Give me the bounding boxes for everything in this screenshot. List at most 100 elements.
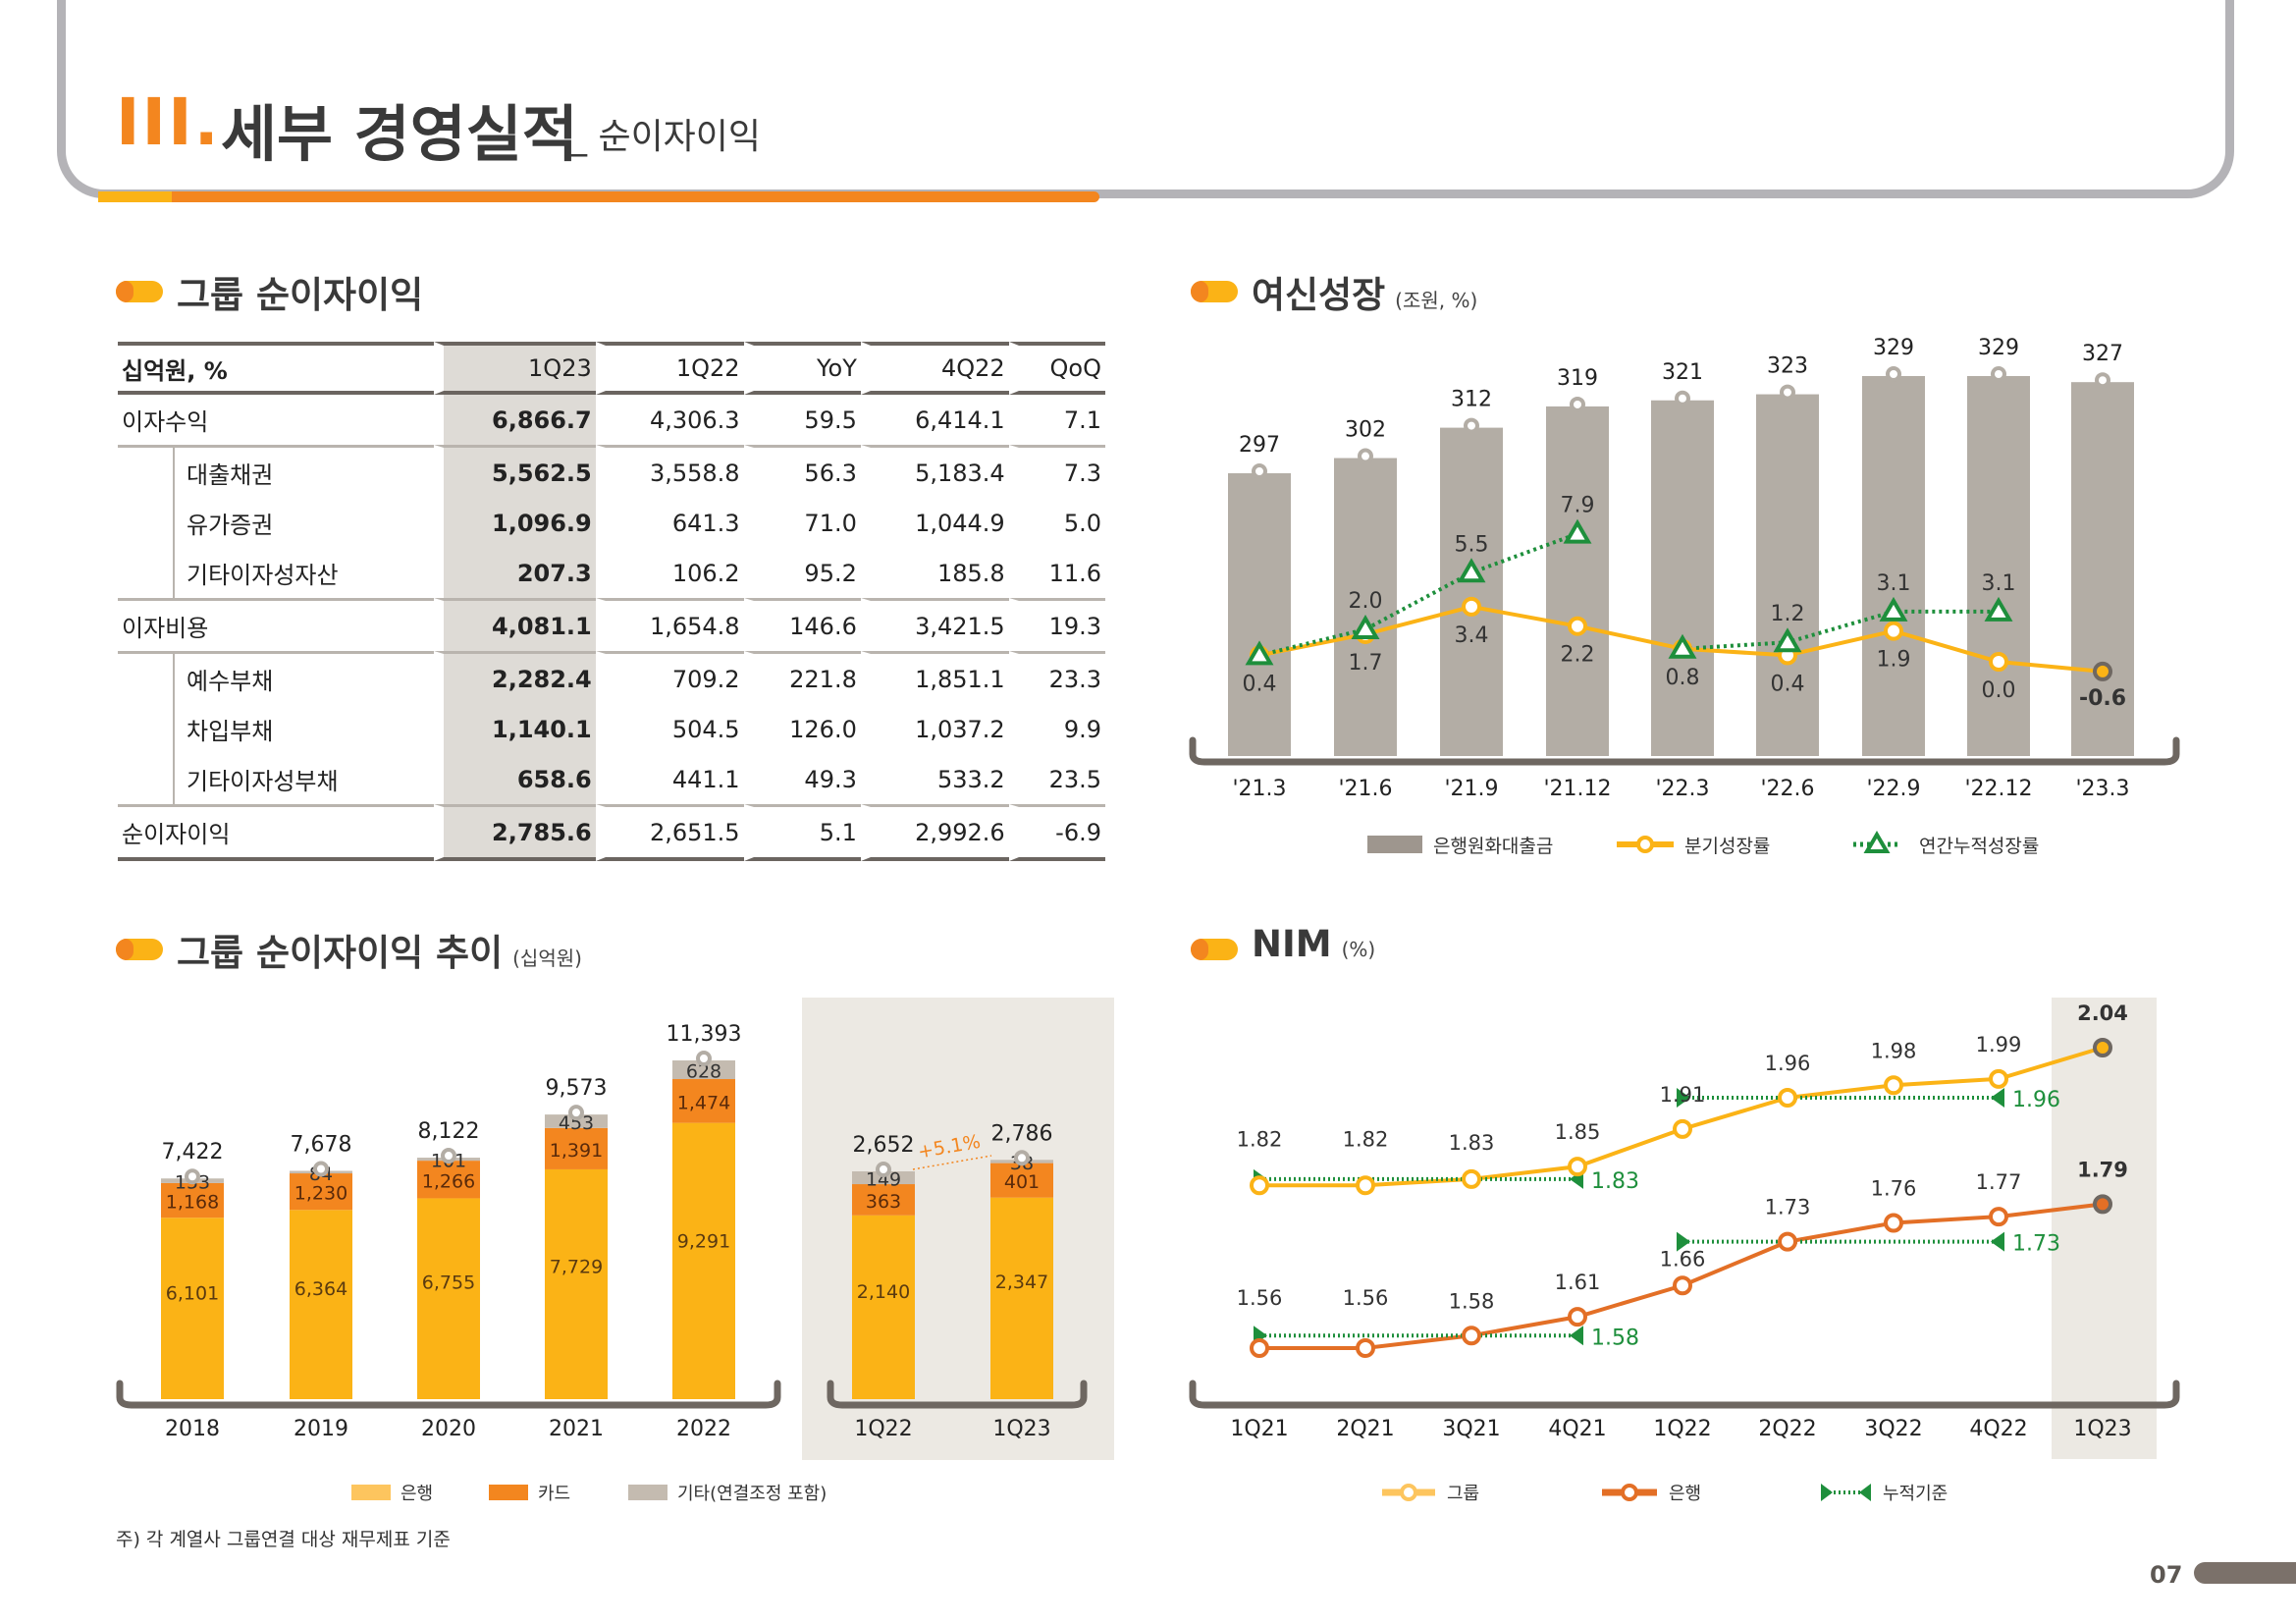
x-tick-label: 2021	[549, 1417, 604, 1441]
nim-value-label: 1.85	[1555, 1120, 1601, 1144]
table-row: 예수부채 2,282.4 709.2 221.8 1,851.1 23.3	[118, 651, 1105, 704]
loan-growth-chart: 297 302 312 319 321 323 329 329 327 '21.3 '21.6 '21…	[1189, 336, 2180, 857]
cell-1q22: 2,651.5	[595, 804, 744, 861]
legend-label: 그룹	[1447, 1484, 1479, 1504]
cell-yoy: 5.1	[743, 804, 861, 861]
bar-segment-other	[545, 1114, 608, 1128]
nim-marker	[1778, 1088, 1797, 1108]
cell-yoy: 126.0	[743, 704, 861, 754]
col-header: 4Q22	[860, 342, 1009, 395]
x-axis-bracket	[116, 1380, 781, 1409]
section-unit: (조원, %)	[1395, 289, 1478, 312]
bar-value-label: 327	[2082, 342, 2123, 366]
quarterly-marker	[2093, 661, 2112, 681]
cell-4q22: 533.2	[860, 754, 1009, 804]
quarterly-value-label: 0.8	[1666, 666, 1700, 690]
bar-cap-icon	[568, 1105, 584, 1121]
bar-cap-icon	[1252, 463, 1267, 479]
quarterly-value-label: 0.0	[1982, 678, 2016, 703]
x-tick-label: 2018	[165, 1417, 220, 1441]
x-tick-label: 1Q21	[1230, 1417, 1288, 1441]
legend-swatch-bar	[1367, 836, 1422, 853]
triangle-marker-icon	[1563, 518, 1592, 544]
segment-value-label: 6,101	[166, 1282, 219, 1304]
legend-label: 카드	[538, 1484, 570, 1504]
section-unit: (%)	[1341, 938, 1376, 961]
x-tick-label: '22.3	[1655, 777, 1709, 801]
row-label: 기타이자성자산	[118, 548, 434, 598]
bar-loan	[1546, 406, 1609, 756]
bar-value-label: 302	[1345, 418, 1386, 443]
triangle-marker-icon	[1245, 640, 1274, 666]
segment-value-label: 1,266	[422, 1170, 475, 1192]
bar-segment-bank	[545, 1168, 608, 1399]
cell-1q23: 5,562.5	[434, 445, 596, 498]
nim-marker	[1462, 1168, 1481, 1189]
cell-qoq: 5.0	[1008, 498, 1105, 548]
triangle-marker-icon	[1773, 627, 1802, 653]
row-label: 순이자이익	[118, 804, 434, 861]
segment-value-label: 6,364	[294, 1278, 347, 1300]
row-label: 차입부채	[118, 704, 434, 754]
cell-4q22: 185.8	[860, 548, 1009, 598]
section-title-nim: NIM (%)	[1252, 923, 1375, 965]
quarterly-marker	[1462, 596, 1481, 617]
nim-marker	[1989, 1068, 2008, 1089]
section-title-loan: 여신성장 (조원, %)	[1252, 265, 1477, 318]
bar-loan	[1651, 400, 1714, 756]
row-label: 이자수익	[122, 408, 209, 436]
nim-value-label: 1.77	[1976, 1170, 2022, 1194]
x-tick-label: 4Q21	[1548, 1417, 1606, 1441]
nim-value-label: 1.76	[1871, 1177, 1917, 1201]
row-label: 대출채권	[118, 445, 434, 498]
legend-label: 누적기준	[1883, 1484, 1948, 1504]
table-row: 이자수익 6,866.7 4,306.3 59.5 6,414.1 7.1	[118, 395, 1105, 445]
table-row: 기타이자성부채 658.6 441.1 49.3 533.2 23.5	[118, 754, 1105, 804]
x-tick-label: 1Q23	[2073, 1417, 2131, 1441]
bar-total-label: 7,678	[291, 1132, 352, 1157]
quarterly-value-label: 1.7	[1349, 651, 1383, 676]
cell-1q22: 3,558.8	[595, 445, 744, 498]
legend-arrow-left-icon	[1859, 1484, 1871, 1501]
nim-marker	[1673, 1118, 1692, 1139]
cell-1q23: 4,081.1	[434, 598, 596, 651]
cumulative-value-label: 1.83	[1591, 1169, 1639, 1194]
cell-qoq: 7.3	[1008, 445, 1105, 498]
cell-4q22: 5,183.4	[860, 445, 1009, 498]
bar-segment-bank	[990, 1197, 1053, 1399]
header-frame	[57, 0, 2234, 198]
segment-value-label: 6,755	[422, 1272, 475, 1293]
nim-value-label: 1.99	[1976, 1033, 2022, 1056]
section-bullet-icon	[116, 939, 163, 960]
section-bullet-icon	[1191, 939, 1238, 960]
nim-marker	[1356, 1338, 1375, 1358]
bar-cap-icon	[313, 1161, 329, 1177]
bar-segment-bank	[161, 1218, 224, 1399]
cell-qoq: 9.9	[1008, 704, 1105, 754]
x-tick-label: '23.3	[2075, 777, 2129, 801]
bar-total-label: 8,122	[418, 1119, 480, 1144]
bar-value-label: 321	[1662, 360, 1703, 385]
nim-value-label: 1.73	[1765, 1196, 1811, 1219]
table-body: 이자수익 6,866.7 4,306.3 59.5 6,414.1 7.1 대출채권 5,56…	[118, 395, 1105, 861]
bar-segment-bank	[672, 1122, 735, 1399]
legend-label: 연간누적성장률	[1919, 836, 2039, 857]
bar-value-label: 297	[1239, 433, 1280, 458]
bar-loan	[1967, 376, 2030, 756]
nim-marker	[2093, 1194, 2112, 1215]
quarterly-value-label: -0.6	[2079, 686, 2126, 711]
legend-swatch	[489, 1485, 528, 1500]
cell-1q22: 441.1	[595, 754, 744, 804]
header-accent-bar-yellow	[98, 191, 172, 202]
cell-1q23: 2,785.6	[434, 804, 596, 861]
segment-value-label: 628	[686, 1061, 721, 1083]
cumulative-value-label: 7.9	[1561, 494, 1595, 518]
bar-value-label: 312	[1451, 388, 1492, 412]
x-tick-label: 4Q22	[1969, 1417, 2027, 1441]
cell-qoq: 23.3	[1008, 651, 1105, 704]
cell-4q22: 1,044.9	[860, 498, 1009, 548]
bar-value-label: 319	[1557, 366, 1598, 391]
x-tick-label: 3Q21	[1442, 1417, 1500, 1441]
nim-value-label: 1.61	[1555, 1271, 1601, 1294]
x-tick-label: 2019	[294, 1417, 348, 1441]
